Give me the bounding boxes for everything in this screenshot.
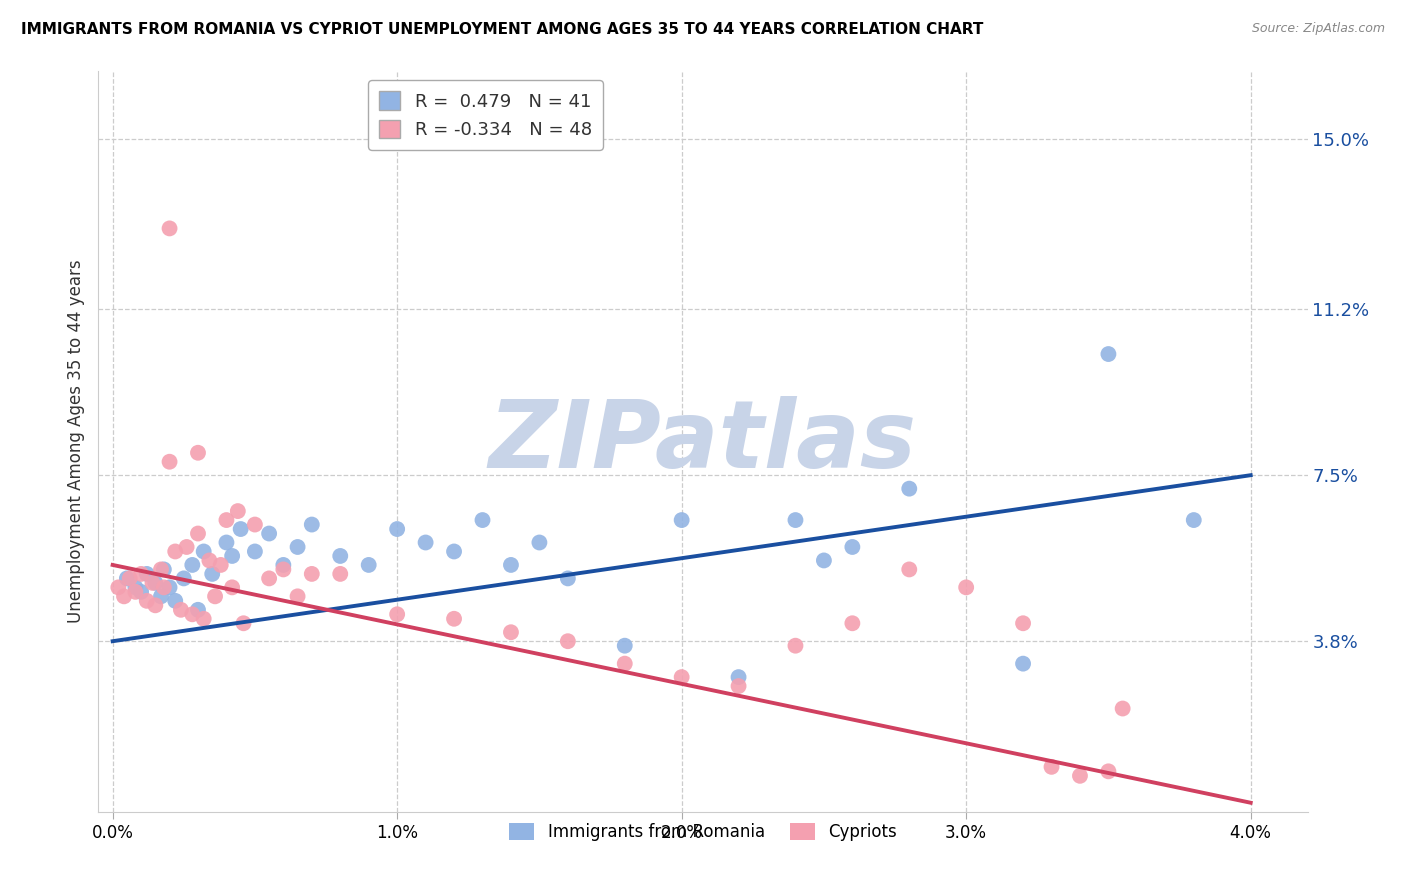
- Point: [115, 571, 138, 585]
- Point: [129, 585, 152, 599]
- Point: [841, 540, 863, 554]
- Point: [357, 558, 380, 572]
- Point: [124, 585, 146, 599]
- Point: [841, 616, 863, 631]
- Point: [727, 670, 749, 684]
- Point: [613, 657, 636, 671]
- Point: [415, 535, 437, 549]
- Point: [153, 580, 176, 594]
- Point: [187, 446, 209, 460]
- Point: [443, 612, 465, 626]
- Point: [165, 594, 187, 608]
- Point: [273, 562, 295, 576]
- Point: [329, 566, 352, 581]
- Point: [159, 580, 181, 594]
- Point: [107, 580, 129, 594]
- Point: [135, 594, 157, 608]
- Point: [170, 603, 193, 617]
- Point: [1097, 347, 1119, 361]
- Point: [193, 544, 215, 558]
- Point: [124, 580, 146, 594]
- Point: [727, 679, 749, 693]
- Point: [257, 571, 280, 585]
- Point: [499, 558, 522, 572]
- Point: [1097, 764, 1119, 779]
- Point: [557, 634, 579, 648]
- Point: [955, 580, 977, 594]
- Point: [143, 599, 166, 613]
- Point: [785, 513, 807, 527]
- Point: [1182, 513, 1205, 527]
- Point: [385, 607, 408, 622]
- Point: [173, 571, 195, 585]
- Point: [215, 535, 238, 549]
- Point: [529, 535, 551, 549]
- Point: [129, 566, 152, 581]
- Point: [287, 590, 309, 604]
- Point: [141, 575, 163, 590]
- Point: [1040, 760, 1063, 774]
- Point: [176, 540, 198, 554]
- Point: [112, 590, 135, 604]
- Point: [135, 566, 157, 581]
- Point: [221, 549, 243, 563]
- Point: [471, 513, 494, 527]
- Point: [813, 553, 835, 567]
- Point: [287, 540, 309, 554]
- Point: [301, 517, 323, 532]
- Point: [557, 571, 579, 585]
- Point: [143, 575, 166, 590]
- Point: [898, 562, 921, 576]
- Text: IMMIGRANTS FROM ROMANIA VS CYPRIOT UNEMPLOYMENT AMONG AGES 35 TO 44 YEARS CORREL: IMMIGRANTS FROM ROMANIA VS CYPRIOT UNEMP…: [21, 22, 983, 37]
- Point: [193, 612, 215, 626]
- Point: [1069, 769, 1091, 783]
- Point: [165, 544, 187, 558]
- Point: [329, 549, 352, 563]
- Point: [613, 639, 636, 653]
- Point: [671, 670, 693, 684]
- Point: [257, 526, 280, 541]
- Point: [181, 558, 204, 572]
- Point: [243, 517, 266, 532]
- Point: [443, 544, 465, 558]
- Point: [204, 590, 226, 604]
- Point: [1012, 616, 1035, 631]
- Legend: Immigrants from Romania, Cypriots: Immigrants from Romania, Cypriots: [502, 816, 904, 847]
- Point: [243, 544, 266, 558]
- Point: [229, 522, 252, 536]
- Point: [159, 221, 181, 235]
- Point: [118, 571, 141, 585]
- Point: [385, 522, 408, 536]
- Point: [215, 513, 238, 527]
- Point: [232, 616, 254, 631]
- Point: [150, 590, 173, 604]
- Point: [898, 482, 921, 496]
- Point: [153, 562, 176, 576]
- Point: [273, 558, 295, 572]
- Point: [159, 455, 181, 469]
- Point: [1012, 657, 1035, 671]
- Point: [499, 625, 522, 640]
- Point: [221, 580, 243, 594]
- Y-axis label: Unemployment Among Ages 35 to 44 years: Unemployment Among Ages 35 to 44 years: [66, 260, 84, 624]
- Text: ZIPatlas: ZIPatlas: [489, 395, 917, 488]
- Point: [150, 562, 173, 576]
- Point: [198, 553, 221, 567]
- Point: [181, 607, 204, 622]
- Point: [301, 566, 323, 581]
- Point: [226, 504, 249, 518]
- Point: [187, 526, 209, 541]
- Point: [785, 639, 807, 653]
- Point: [209, 558, 232, 572]
- Point: [671, 513, 693, 527]
- Text: Source: ZipAtlas.com: Source: ZipAtlas.com: [1251, 22, 1385, 36]
- Point: [1111, 701, 1133, 715]
- Point: [201, 566, 224, 581]
- Point: [187, 603, 209, 617]
